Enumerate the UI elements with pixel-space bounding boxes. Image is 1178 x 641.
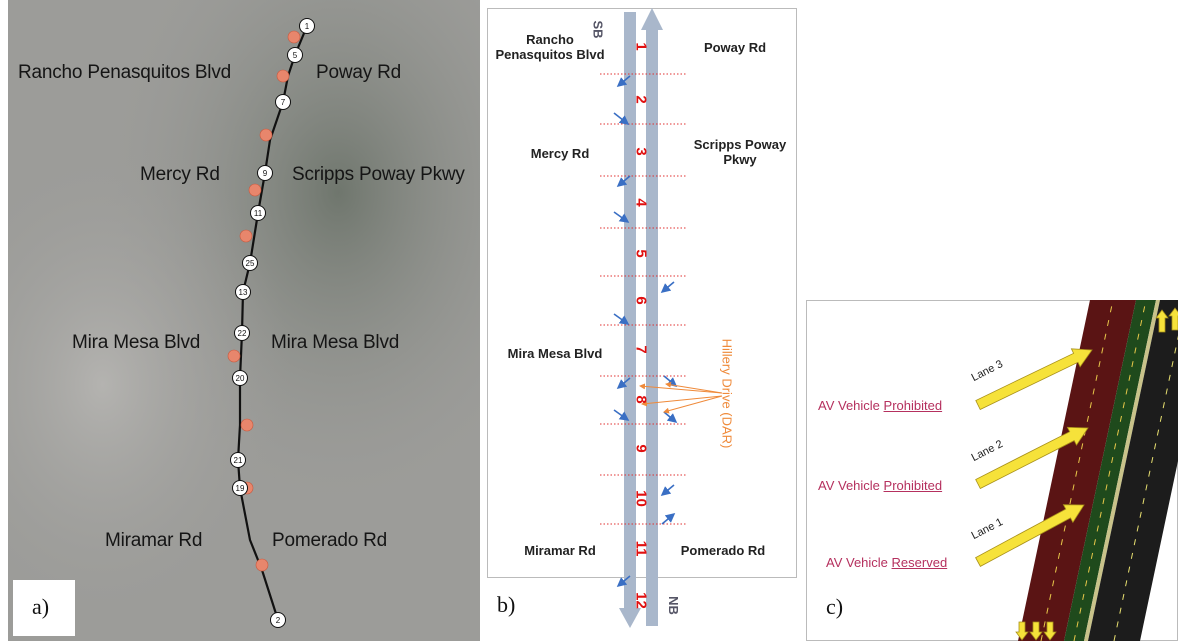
road-label: Poway Rd — [690, 40, 780, 55]
annotation: Hillery Drive (DAR) — [719, 339, 734, 449]
segment-number: 3 — [633, 142, 650, 162]
segment-number: 7 — [633, 340, 650, 360]
station-label: 22 — [238, 329, 247, 338]
segment-number: 10 — [633, 489, 650, 509]
stop-marker — [240, 230, 252, 242]
station-label: 2 — [276, 616, 281, 625]
segment-number: 6 — [633, 291, 650, 311]
stop-marker — [260, 129, 272, 141]
road-label: Miramar Rd — [505, 543, 615, 558]
road-label: Pomerado Rd — [272, 530, 387, 552]
station-label: 20 — [236, 374, 245, 383]
stop-marker — [249, 184, 261, 196]
segment-number: 5 — [633, 244, 650, 264]
stop-marker — [256, 559, 268, 571]
station-label: 19 — [236, 484, 245, 493]
panel-tag: b) — [497, 592, 515, 618]
stop-marker — [277, 70, 289, 82]
segment-number: 11 — [633, 539, 650, 559]
road-label: Scripps Poway Pkwy — [292, 164, 465, 186]
station-label: 1 — [305, 22, 310, 31]
segment-number: 12 — [633, 591, 650, 611]
road-label: Mira Mesa Blvd — [271, 332, 399, 354]
lane-rule-status: Reserved — [892, 555, 948, 570]
station-label: 11 — [254, 209, 263, 218]
lane-rule: AV Vehicle Reserved — [826, 555, 947, 570]
figure: 1579112513222021192 Rancho Penasquitos B… — [0, 0, 1178, 641]
road-label: Pomerado Rd — [668, 543, 778, 558]
lane-rule-status: Prohibited — [884, 478, 943, 493]
lane-rule: AV Vehicle Prohibited — [818, 398, 942, 413]
stop-marker — [228, 350, 240, 362]
lane-rule-prefix: AV Vehicle — [826, 555, 888, 570]
road-label: Mira Mesa Blvd — [495, 346, 615, 361]
station-label: 13 — [239, 288, 248, 297]
station-label: 25 — [246, 259, 255, 268]
road-label: Mercy Rd — [140, 164, 220, 186]
station-label: 9 — [263, 169, 268, 178]
segment-number: 4 — [633, 193, 650, 213]
lane-rule-status: Prohibited — [884, 398, 943, 413]
segment-number: 8 — [633, 390, 650, 410]
road-label: Scripps Poway Pkwy — [690, 137, 790, 167]
segment-number: 2 — [633, 90, 650, 110]
map-terrain — [8, 0, 480, 641]
road-label: Mira Mesa Blvd — [72, 332, 200, 354]
stop-marker — [241, 419, 253, 431]
direction-label: SB — [591, 20, 606, 38]
panel-tag: c) — [826, 594, 843, 620]
panel-tag: a) — [32, 594, 49, 620]
segment-number: 1 — [633, 37, 650, 57]
road-label: Miramar Rd — [105, 530, 202, 552]
station-label: 5 — [293, 51, 298, 60]
road-label: Rancho Penasquitos Blvd — [18, 62, 231, 84]
station-label: 21 — [234, 456, 243, 465]
road-label: Poway Rd — [316, 62, 401, 84]
lane-rule-prefix: AV Vehicle — [818, 478, 880, 493]
road-label: Rancho Penasquitos Blvd — [495, 32, 605, 62]
lane-rule: AV Vehicle Prohibited — [818, 478, 942, 493]
lane-rule-prefix: AV Vehicle — [818, 398, 880, 413]
segment-number: 9 — [633, 439, 650, 459]
stop-marker — [288, 31, 300, 43]
road-label: Mercy Rd — [510, 146, 610, 161]
direction-label: NB — [666, 596, 681, 615]
station-label: 7 — [281, 98, 286, 107]
